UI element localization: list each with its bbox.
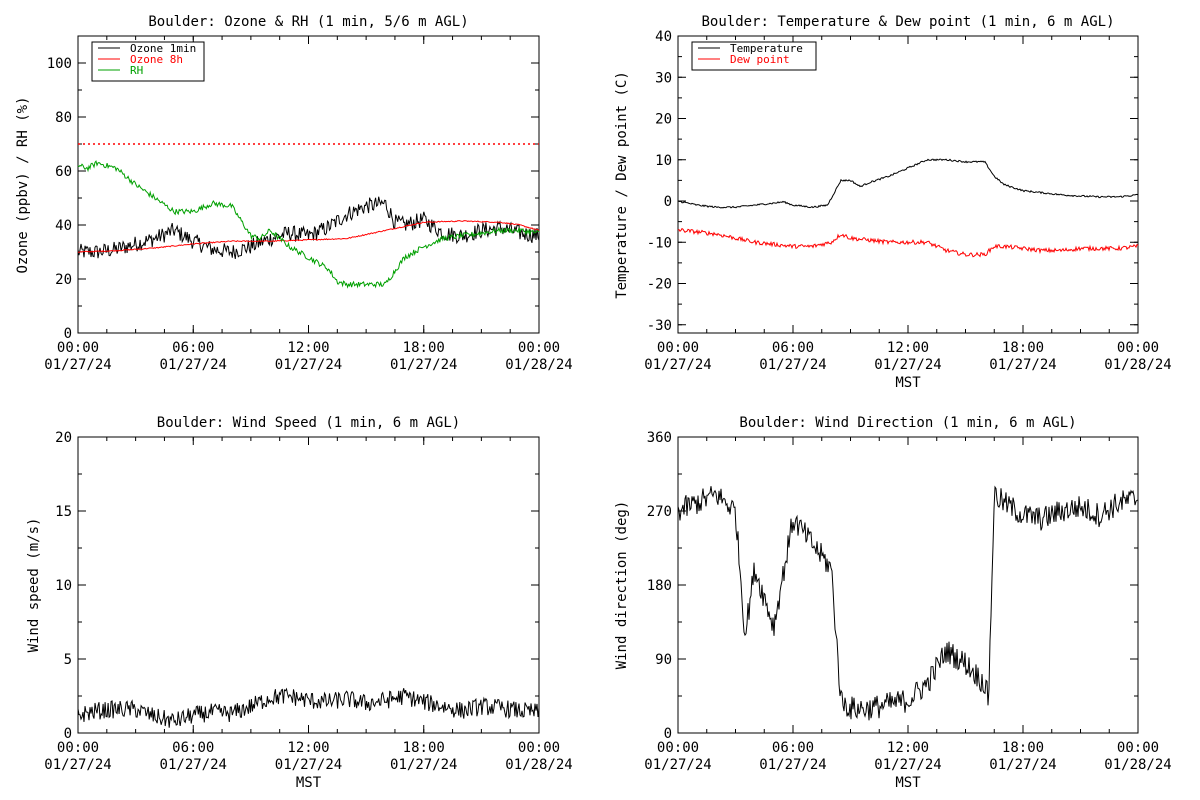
series-line-1: [77, 196, 540, 259]
chart-panel-3: Boulder: Wind Speed (1 min, 6 m AGL) 0 5 10…: [26, 415, 573, 791]
x-tick-date-label: 01/27/24: [390, 357, 457, 373]
plot-frame: [677, 436, 1139, 734]
series-line-1: [677, 485, 1139, 721]
x-tick-date-label: 01/27/24: [874, 357, 941, 373]
series-line-2: [677, 227, 1139, 258]
x-tick-date-label: 01/28/24: [1104, 757, 1171, 773]
plot-frame: [677, 35, 1139, 334]
x-tick-label: 00:00: [657, 340, 699, 356]
x-tick-label: 18:00: [1002, 340, 1044, 356]
y-tick-label: 10: [655, 153, 672, 169]
y-tick-label: -10: [647, 235, 672, 251]
y-tick-label: 0: [64, 726, 72, 742]
y-tick-label: -20: [647, 277, 672, 293]
x-tick-label: 18:00: [1002, 740, 1044, 756]
y-tick-label: 20: [55, 430, 72, 446]
x-tick-date-label: 01/27/24: [989, 357, 1056, 373]
series-line-1: [77, 687, 540, 728]
x-tick-date-label: 01/28/24: [505, 757, 572, 773]
legend-label: Ozone 8h: [130, 53, 183, 66]
x-tick-date-label: 01/27/24: [160, 357, 227, 373]
y-tick-label: 0: [664, 726, 672, 742]
y-tick-label: 40: [655, 29, 672, 45]
series-line-3: [77, 160, 540, 289]
x-tick-date-label: 01/27/24: [759, 357, 826, 373]
y-axis-label: Wind speed (m/s): [26, 518, 42, 653]
y-tick-label: 40: [55, 218, 72, 234]
y-tick-label: 10: [55, 578, 72, 594]
legend-label: Temperature: [730, 42, 803, 55]
y-tick-label: 90: [655, 652, 672, 668]
x-tick-date-label: 01/27/24: [160, 757, 227, 773]
y-axis-label: Temperature / Dew point (C): [614, 71, 630, 299]
x-tick-date-label: 01/27/24: [759, 757, 826, 773]
legend-label: Dew point: [730, 53, 790, 66]
y-axis-label: Wind direction (deg): [614, 501, 630, 670]
series-line-2: [77, 220, 540, 253]
legend-box: [691, 41, 817, 71]
x-tick-date-label: 01/27/24: [989, 757, 1056, 773]
x-tick-date-label: 01/27/24: [44, 757, 111, 773]
legend-label: RH: [130, 64, 143, 77]
x-tick-label: 18:00: [403, 340, 445, 356]
y-tick-label: 360: [647, 430, 672, 446]
x-tick-label: 00:00: [1117, 740, 1159, 756]
x-tick-label: 06:00: [772, 340, 814, 356]
x-tick-label: 12:00: [287, 340, 329, 356]
plot-frame: [77, 436, 540, 734]
x-axis-label: MST: [895, 775, 921, 791]
x-tick-label: 00:00: [518, 340, 560, 356]
chart-panel-4: Boulder: Wind Direction (1 min, 6 m AGL)…: [614, 415, 1172, 791]
x-axis-label: MST: [296, 775, 322, 791]
y-tick-label: 80: [55, 110, 72, 126]
y-tick-label: 0: [64, 326, 72, 342]
y-tick-label: 0: [664, 194, 672, 210]
chart-title: Boulder: Wind Speed (1 min, 6 m AGL): [157, 415, 460, 431]
x-tick-label: 00:00: [518, 740, 560, 756]
x-tick-label: 06:00: [772, 740, 814, 756]
y-tick-label: 30: [655, 70, 672, 86]
chart-title: Boulder: Ozone & RH (1 min, 5/6 m AGL): [148, 14, 468, 30]
x-tick-label: 00:00: [657, 740, 699, 756]
chart-panel-2: Boulder: Temperature & Dew point (1 min,…: [614, 14, 1172, 391]
y-tick-label: 15: [55, 504, 72, 520]
x-tick-label: 00:00: [57, 340, 99, 356]
y-tick-label: 270: [647, 504, 672, 520]
x-tick-date-label: 01/28/24: [1104, 357, 1171, 373]
chart-title: Boulder: Temperature & Dew point (1 min,…: [701, 14, 1114, 30]
y-tick-label: 5: [64, 652, 72, 668]
x-tick-date-label: 01/27/24: [275, 757, 342, 773]
legend-label: Ozone 1min: [130, 42, 196, 55]
y-axis-label: Ozone (ppbv) / RH (%): [15, 96, 31, 273]
x-tick-date-label: 01/27/24: [390, 757, 457, 773]
x-tick-label: 12:00: [887, 740, 929, 756]
y-tick-label: 20: [55, 272, 72, 288]
y-tick-label: 180: [647, 578, 672, 594]
y-tick-label: 20: [655, 112, 672, 128]
x-tick-label: 06:00: [172, 340, 214, 356]
x-tick-label: 00:00: [1117, 340, 1159, 356]
x-tick-date-label: 01/28/24: [505, 357, 572, 373]
y-tick-label: -30: [647, 318, 672, 334]
x-tick-date-label: 01/27/24: [44, 357, 111, 373]
x-tick-label: 12:00: [887, 340, 929, 356]
y-tick-label: 60: [55, 164, 72, 180]
x-tick-date-label: 01/27/24: [275, 357, 342, 373]
x-tick-label: 18:00: [403, 740, 445, 756]
x-tick-label: 12:00: [287, 740, 329, 756]
x-tick-date-label: 01/27/24: [644, 757, 711, 773]
chart-title: Boulder: Wind Direction (1 min, 6 m AGL): [739, 415, 1076, 431]
x-tick-date-label: 01/27/24: [874, 757, 941, 773]
x-tick-date-label: 01/27/24: [644, 357, 711, 373]
x-axis-label: MST: [895, 375, 921, 391]
y-tick-label: 100: [47, 56, 72, 72]
x-tick-label: 00:00: [57, 740, 99, 756]
chart-panel-1: Boulder: Ozone & RH (1 min, 5/6 m AGL) 0 2…: [15, 14, 573, 373]
x-tick-label: 06:00: [172, 740, 214, 756]
series-line-1: [677, 158, 1139, 209]
